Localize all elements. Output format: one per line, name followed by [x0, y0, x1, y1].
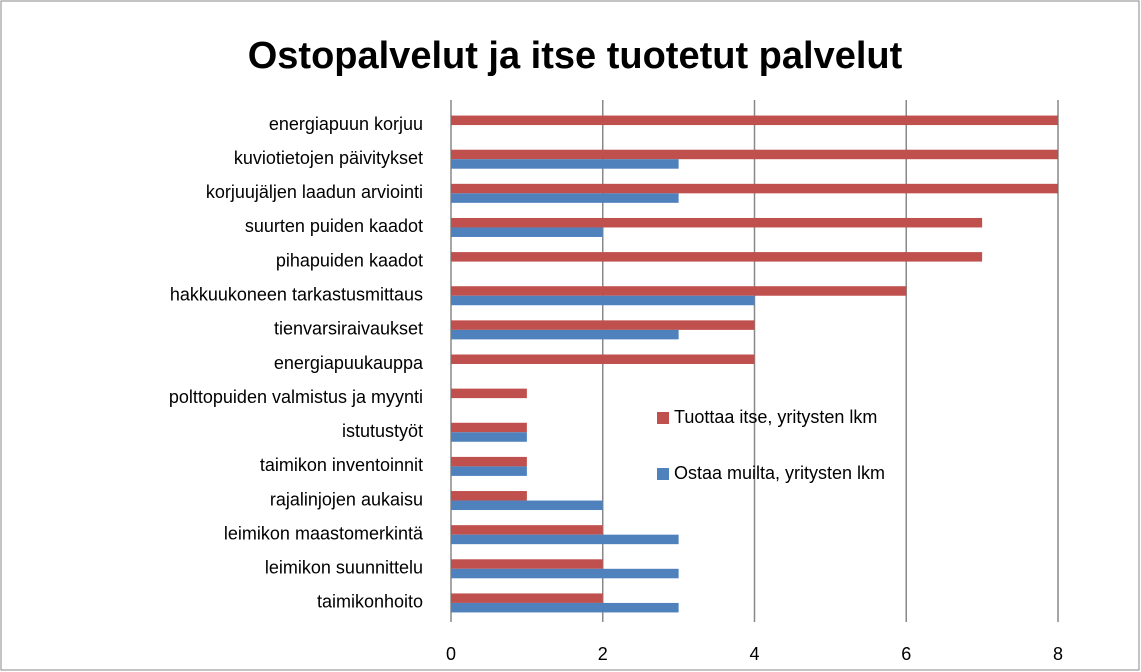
bar	[451, 295, 755, 306]
bar	[451, 534, 679, 545]
y-tick-label: tienvarsiraivaukset	[274, 319, 423, 339]
bar	[451, 183, 1058, 194]
bar	[451, 525, 603, 535]
y-tick-label: polttopuiden valmistus ja myynti	[169, 387, 423, 407]
bar	[451, 227, 603, 237]
y-tick-label: pihapuiden kaadot	[276, 250, 423, 270]
y-tick-label: hakkuukoneen tarkastusmittaus	[170, 284, 423, 304]
y-tick-label: leimikon maastomerkintä	[224, 523, 424, 543]
bar	[451, 602, 679, 613]
bar	[451, 456, 527, 467]
bar	[451, 500, 603, 511]
bar	[451, 149, 1058, 160]
bar	[451, 491, 527, 501]
bar	[451, 159, 679, 169]
legend-label: Ostaa muilta, yritysten lkm	[674, 463, 885, 483]
y-tick-label: taimikon inventoinnit	[260, 455, 423, 475]
bar	[451, 217, 983, 228]
bar	[451, 320, 755, 330]
bar	[451, 193, 679, 203]
bar	[451, 115, 1058, 126]
x-tick-label: 2	[598, 644, 608, 664]
x-tick-label: 0	[446, 644, 456, 664]
bar	[451, 252, 983, 262]
bar	[451, 432, 527, 442]
chart-title: Ostopalvelut ja itse tuotetut palvelut	[248, 35, 903, 77]
x-tick-label: 6	[901, 644, 911, 664]
y-tick-label: energiapuun korjuu	[269, 114, 423, 134]
legend-swatch	[657, 412, 669, 424]
bar	[451, 422, 527, 433]
bar	[451, 466, 527, 476]
y-tick-label: rajalinjojen aukaisu	[270, 489, 423, 509]
bar	[451, 593, 603, 603]
bar	[451, 568, 679, 579]
bar	[451, 559, 603, 569]
y-tick-label: leimikon suunnittelu	[265, 558, 423, 578]
bar	[451, 388, 527, 399]
y-tick-label: istutustyöt	[342, 421, 423, 441]
legend-swatch	[657, 468, 669, 480]
x-tick-label: 4	[749, 644, 759, 664]
y-tick-label: kuviotietojen päivitykset	[234, 148, 423, 168]
y-tick-label: energiapuukauppa	[274, 353, 424, 373]
bar	[451, 329, 679, 340]
y-tick-label: korjuujäljen laadun arviointi	[206, 182, 423, 202]
legend-label: Tuottaa itse, yritysten lkm	[674, 407, 877, 427]
x-tick-label: 8	[1053, 644, 1063, 664]
bar	[451, 286, 907, 296]
bar	[451, 354, 755, 364]
y-tick-label: taimikonhoito	[317, 592, 423, 612]
y-tick-label: suurten puiden kaadot	[245, 216, 423, 236]
